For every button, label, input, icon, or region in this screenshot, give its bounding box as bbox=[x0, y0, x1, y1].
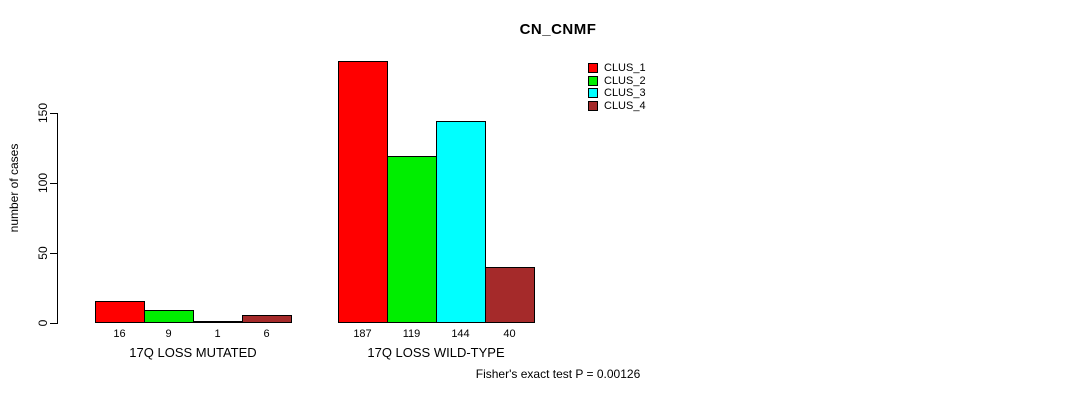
bar-clus_1-0 bbox=[95, 300, 145, 323]
chart-title: CN_CNMF bbox=[519, 21, 597, 38]
y-axis-label: number of cases bbox=[7, 143, 21, 233]
y-tick bbox=[50, 253, 58, 254]
legend-swatch-clus_2 bbox=[588, 75, 598, 86]
bar-value-label: 187 bbox=[353, 328, 372, 340]
bar-clus_4-0 bbox=[242, 314, 292, 323]
legend-label: CLUS_4 bbox=[604, 100, 646, 113]
legend-swatch-clus_3 bbox=[588, 88, 598, 99]
legend-label: CLUS_1 bbox=[604, 62, 646, 74]
bar-clus_2-0 bbox=[144, 310, 194, 323]
bar-value-label: 16 bbox=[113, 328, 126, 340]
legend-swatch-clus_1 bbox=[588, 63, 598, 73]
legend-label: CLUS_2 bbox=[604, 74, 646, 87]
y-tick bbox=[50, 183, 58, 184]
y-tick-label: 0 bbox=[36, 319, 50, 327]
bar-value-label: 9 bbox=[165, 328, 172, 340]
legend-swatch-clus_4 bbox=[588, 101, 598, 112]
legend-label: CLUS_3 bbox=[604, 87, 646, 100]
bar-value-label: 6 bbox=[263, 328, 270, 340]
y-tick-label: 100 bbox=[36, 172, 50, 194]
y-tick bbox=[50, 323, 58, 324]
bar-clus_4-1 bbox=[485, 267, 535, 323]
bar-clus_3-0 bbox=[193, 321, 243, 323]
y-axis-line bbox=[57, 113, 58, 324]
bar-value-label: 40 bbox=[503, 328, 516, 340]
bar-value-label: 119 bbox=[402, 328, 421, 340]
y-tick-label: 50 bbox=[36, 246, 50, 260]
bar-value-label: 144 bbox=[451, 328, 470, 340]
bar-clus_3-1 bbox=[436, 121, 486, 323]
group-label-0: 17Q LOSS MUTATED bbox=[129, 345, 257, 360]
bar-value-label: 1 bbox=[214, 328, 221, 340]
bar-clus_1-1 bbox=[338, 61, 388, 323]
y-tick bbox=[50, 113, 58, 114]
bar-clus_2-1 bbox=[387, 156, 437, 323]
group-label-1: 17Q LOSS WILD-TYPE bbox=[367, 345, 505, 360]
fisher-test-annotation: Fisher's exact test P = 0.00126 bbox=[475, 367, 641, 381]
y-tick-label: 150 bbox=[36, 102, 50, 124]
